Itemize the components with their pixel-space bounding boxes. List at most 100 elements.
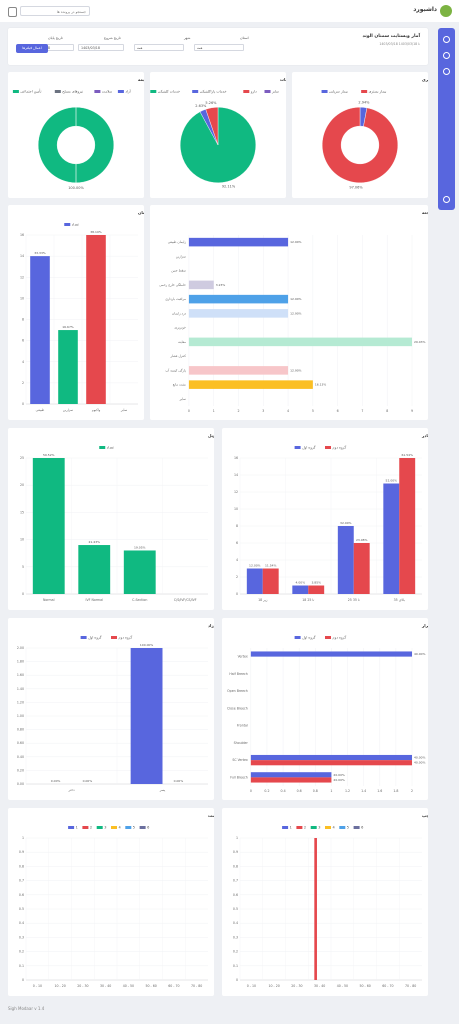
y-tick-label: 2.00	[17, 646, 24, 650]
legend-swatch	[294, 636, 301, 639]
y-tick-label: Half Breech	[229, 672, 248, 676]
y-tick-label: 1	[236, 836, 238, 840]
chart-panel: نوع تحویل تعداد 0 5 10 15 20 25 Normal IVF Normal…	[8, 428, 214, 610]
nav-icon[interactable]	[443, 196, 450, 203]
y-tick-label: 14	[20, 254, 24, 258]
charts: بیماران سرپایی و بستری بیمار سرپایی بیمار …	[8, 72, 439, 996]
user-button[interactable]	[8, 7, 17, 17]
panel-background	[222, 618, 428, 800]
x-tick-label: 2	[411, 789, 413, 793]
x-tick-label: 2	[237, 409, 239, 413]
panel-background	[8, 618, 214, 800]
legend-swatch	[192, 90, 199, 93]
legend-swatch	[325, 636, 331, 639]
x-tick-label: 0.6	[297, 789, 302, 793]
bar-label: 38.10%	[90, 230, 102, 234]
x-tick-label: 0	[250, 789, 252, 793]
apply-button[interactable]: اعمال فیلترها	[16, 44, 48, 53]
x-tick-label: پسر	[159, 788, 166, 792]
field-input[interactable]: 1403/03/18	[78, 44, 124, 51]
x-tick-label: 20 - 30	[291, 984, 302, 988]
x-tick-label: 1.2	[345, 789, 350, 793]
y-tick-label: 0	[22, 978, 24, 982]
x-tick-label: 40 - 50	[123, 984, 134, 988]
legend-swatch	[243, 90, 250, 93]
x-tick-label: بالای 35	[394, 598, 405, 602]
bar-label: 3.85%	[311, 581, 321, 585]
y-tick-label: خونریزی	[175, 326, 186, 330]
bar	[314, 838, 317, 980]
bar	[188, 337, 412, 347]
chart-panel: نوع خدمات خدمات کلینیکی خدمات پاراکلینیکی د…	[150, 72, 286, 198]
bar	[130, 648, 163, 784]
bar	[188, 366, 289, 375]
x-tick-label: 7	[361, 409, 363, 413]
x-tick-label: دختر	[67, 788, 75, 792]
y-tick-label: 4	[22, 360, 24, 364]
logo[interactable]	[440, 5, 452, 17]
chart-title: نوع قرار	[421, 623, 439, 628]
bar-label: 0.00%	[83, 779, 93, 783]
x-tick-label: 60 - 70	[168, 984, 179, 988]
chart-panel: جنس نوزاد گروه اول گروه دوم 0.00 0.20 0.40 0.6…	[8, 618, 214, 800]
field-input[interactable]: همه	[134, 44, 184, 51]
top-bar	[0, 0, 459, 22]
bar	[250, 651, 412, 657]
bar	[308, 585, 325, 594]
y-tick-label: 1.40	[17, 687, 24, 691]
sidebar	[438, 28, 455, 210]
y-tick-label: 14	[234, 473, 238, 477]
legend-swatch	[264, 90, 271, 93]
legend-label: خدمات کلینیکی	[158, 90, 180, 94]
bar	[188, 280, 214, 290]
y-tick-label: 0	[236, 978, 238, 982]
y-tick-label: درد زایمان	[172, 311, 186, 315]
bar	[32, 458, 65, 594]
legend-label: گروه اول	[302, 635, 316, 640]
bar-label: 33.33%	[34, 251, 46, 255]
y-tick-label: 1.20	[17, 700, 24, 704]
bar	[250, 754, 412, 761]
x-tick-label: 4	[287, 409, 289, 413]
y-tick-label: 0.2	[19, 950, 24, 954]
y-tick-label: نشت مایع	[173, 383, 186, 387]
chart-title: پسیم گوش راست	[208, 813, 244, 818]
y-tick-label: کنترل فشار	[169, 354, 186, 358]
nav-icon[interactable]	[443, 68, 450, 75]
field-label: استان	[240, 36, 249, 40]
legend-label: خدمات پاراکلینیکی	[200, 90, 227, 94]
legend-swatch	[150, 90, 157, 93]
x-tick-label: 1	[213, 409, 215, 413]
nav-icon[interactable]	[443, 52, 450, 59]
x-tick-label: 5	[312, 409, 314, 413]
chart-title: روش های انجام زایمان	[138, 210, 184, 215]
y-tick-label: 8	[236, 524, 238, 528]
y-tick-label: Shoulder	[234, 741, 249, 745]
legend-label: گروه اول	[302, 445, 316, 450]
bar-label: 12.90%	[290, 240, 302, 244]
slice	[38, 106, 114, 184]
legend-swatch	[325, 826, 331, 829]
field-input[interactable]: همه	[194, 44, 244, 51]
y-tick-label: 0.00	[17, 782, 24, 786]
y-tick-label: 0.4	[233, 921, 238, 925]
legend-swatch	[325, 446, 331, 449]
x-tick-label: 0 - 10	[247, 984, 256, 988]
legend-label: گروه دوم	[119, 635, 133, 641]
y-tick-label: 0.5	[233, 907, 238, 911]
y-tick-label: سزارین	[176, 254, 186, 258]
slice-label: 92.11%	[222, 184, 236, 188]
legend-label: 6	[147, 826, 149, 830]
x-tick-label: 1.8	[393, 789, 398, 793]
chart-panel: پسیم گوش راست 1 2 3 4 5 6 0 0.1 0.2 0.3 0.4 0.5 0.6 0.…	[8, 808, 244, 996]
x-tick-label: 50 - 60	[145, 984, 156, 988]
x-tick-label: IVF Normal	[86, 598, 104, 602]
bar	[250, 760, 412, 766]
legend-label: تأمین اجتماعی	[20, 89, 41, 94]
legend-label: 5	[133, 826, 135, 830]
legend-label: 6	[361, 826, 363, 830]
x-tick-label: 30 - 40	[314, 984, 325, 988]
panel-background	[8, 808, 214, 996]
search-box[interactable]: جستجو در پرونده ها	[20, 6, 90, 16]
nav-icon[interactable]	[443, 36, 450, 43]
